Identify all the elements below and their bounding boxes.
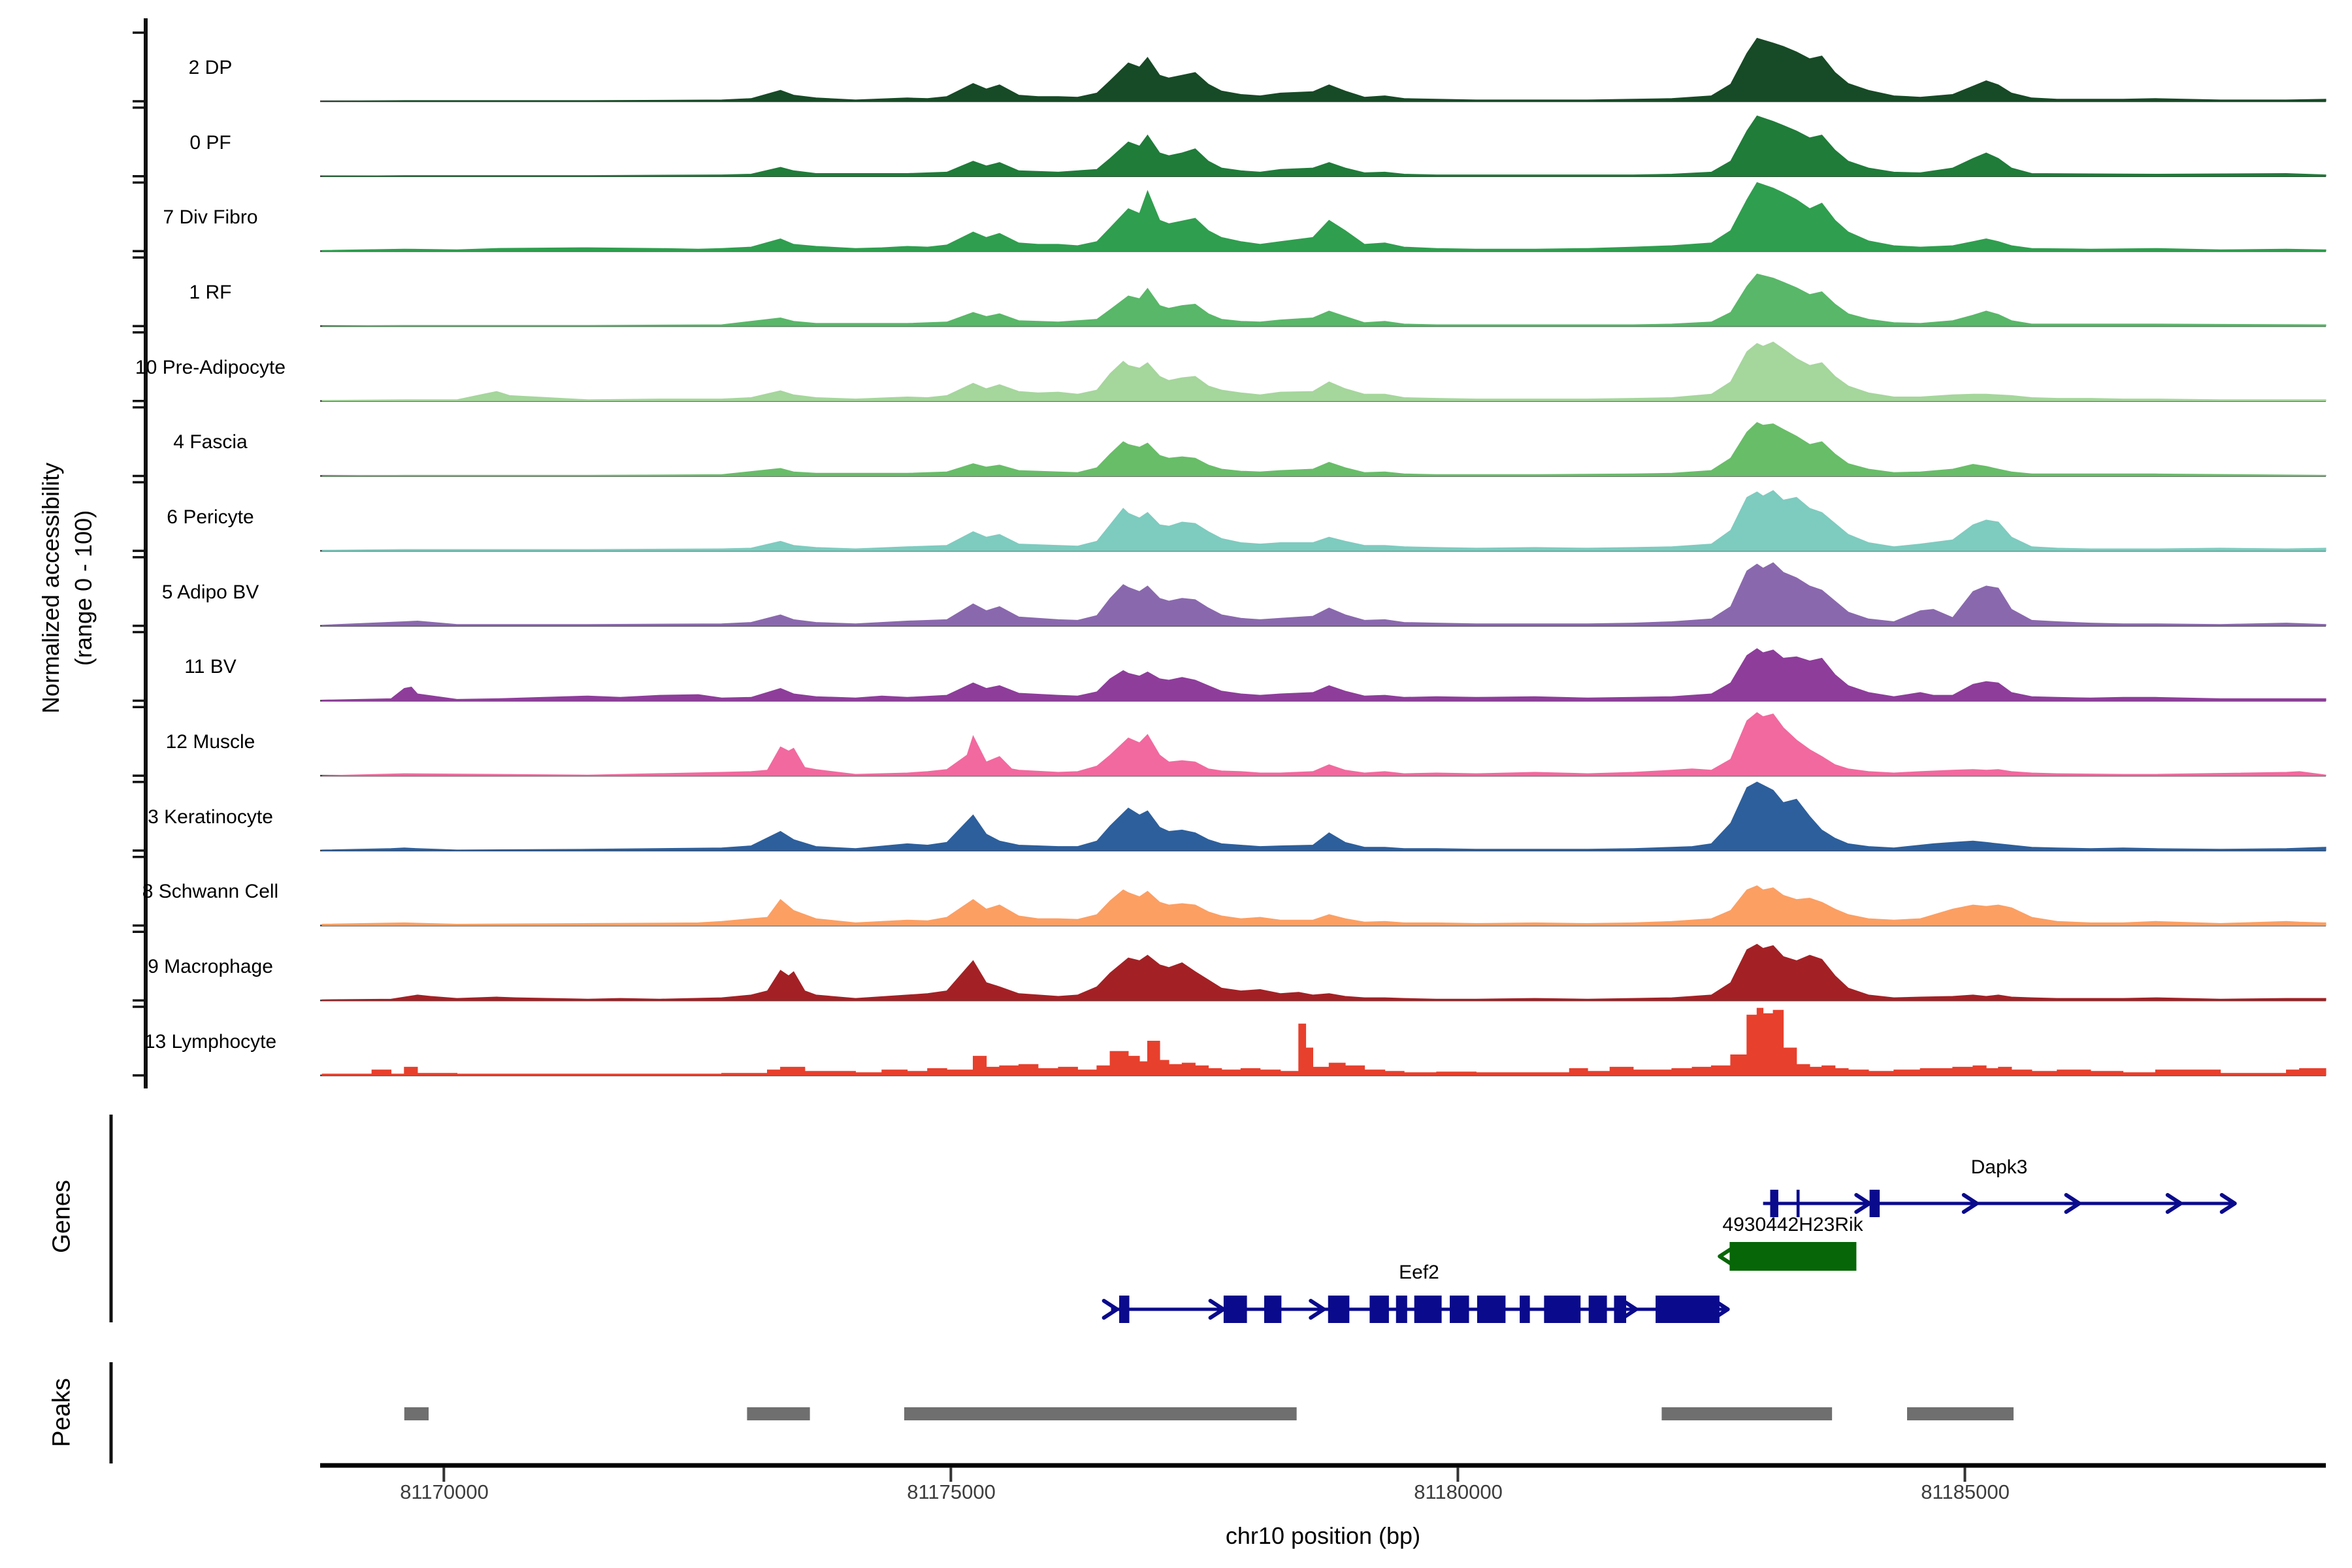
gene-exon-thin: [1796, 1190, 1800, 1217]
signal-area-2-dp: [322, 37, 2327, 102]
strand-arrow-icon: [1961, 1193, 1979, 1214]
peak-bar: [404, 1407, 429, 1420]
x-tick-label-81175000: 81175000: [907, 1480, 996, 1503]
gene-exon: [1223, 1296, 1247, 1323]
gene-exon: [1369, 1296, 1389, 1323]
x-tick-label-81170000: 81170000: [400, 1480, 489, 1503]
gene-exon: [1869, 1190, 1880, 1217]
strand-arrow-icon: [1309, 1299, 1326, 1320]
gene-exon: [1656, 1296, 1720, 1323]
gene-exon: [1264, 1296, 1282, 1323]
gene-exon: [1396, 1296, 1407, 1323]
signal-area-5-adipo-bv: [321, 562, 2327, 627]
strand-arrow-icon: [2064, 1193, 2082, 1214]
gene-exon: [1544, 1296, 1581, 1323]
y-axis-bar: [144, 18, 148, 1088]
track-label-0-pf: 0 PF: [189, 132, 231, 154]
signal-area-7-div-fibro: [321, 182, 2327, 252]
signal-area-11-bv: [321, 648, 2327, 701]
gene-label-dapk3: Dapk3: [1970, 1156, 2028, 1178]
gene-exon: [1520, 1296, 1530, 1323]
gene-exon: [1477, 1296, 1506, 1323]
track-label-5-adipo-bv: 5 Adipo BV: [161, 581, 259, 603]
track-label-9-macrophage: 9 Macrophage: [148, 956, 273, 977]
track-label-8-schwann-cell: 8 Schwann Cell: [142, 881, 279, 902]
peak-bar: [904, 1407, 1297, 1420]
strand-arrow-icon: [1718, 1246, 1735, 1267]
gene-exon: [1770, 1190, 1778, 1217]
gene-exon: [1328, 1296, 1350, 1323]
strand-arrow-icon: [1102, 1299, 1119, 1320]
strand-arrow-icon: [2219, 1193, 2237, 1214]
track-label-13-lymphocyte: 13 Lymphocyte: [144, 1031, 277, 1053]
signal-area-3-keratinocyte: [321, 781, 2327, 851]
signal-area-9-macrophage: [321, 943, 2327, 1001]
peak-bar: [747, 1407, 810, 1420]
peaks-section-label: Peaks: [48, 1378, 76, 1447]
signal-area-0-pf: [322, 115, 2327, 177]
strand-arrow-icon: [1854, 1193, 1872, 1214]
x-axis-title: chr10 position (bp): [1225, 1522, 1421, 1549]
track-label-11-bv: 11 BV: [184, 656, 237, 678]
track-label-7-div-fibro: 7 Div Fibro: [163, 206, 258, 228]
x-tick-label-81180000: 81180000: [1414, 1480, 1503, 1503]
gene-label-eef2: Eef2: [1399, 1262, 1439, 1283]
peak-bar: [1661, 1407, 1833, 1420]
signal-area-13-lymphocyte: [321, 1007, 2327, 1076]
gene-exon: [1450, 1296, 1469, 1323]
track-label-4-fascia: 4 Fascia: [173, 431, 248, 453]
track-label-3-keratinocyte: 3 Keratinocyte: [148, 806, 273, 828]
signal-area-1-rf: [322, 273, 2327, 327]
signal-area-4-fascia: [322, 422, 2327, 476]
track-label-10-pre-adipocyte: 10 Pre-Adipocyte: [135, 357, 286, 378]
signal-area-10-pre-adipocyte: [321, 341, 2327, 402]
x-tick-label-81185000: 81185000: [1921, 1480, 2010, 1503]
gene-box: [1729, 1242, 1857, 1271]
signal-area-12-muscle: [322, 711, 2327, 776]
strand-arrow-icon: [2165, 1193, 2183, 1214]
gene-exon: [1414, 1296, 1442, 1323]
gene-label-4930442h23rik: 4930442H23Rik: [1722, 1214, 1863, 1235]
track-label-6-pericyte: 6 Pericyte: [167, 506, 254, 528]
gene-exon: [1588, 1296, 1607, 1323]
strand-arrow-icon: [1621, 1299, 1639, 1320]
gene-exon: [1119, 1296, 1130, 1323]
track-label-2-dp: 2 DP: [188, 57, 233, 78]
signal-area-6-pericyte: [321, 490, 2327, 551]
strand-arrow-icon: [1208, 1299, 1226, 1320]
signal-area-8-schwann-cell: [321, 885, 2327, 926]
gene-exon: [1614, 1296, 1627, 1323]
genes-section-label: Genes: [48, 1180, 76, 1253]
track-label-1-rf: 1 RF: [189, 282, 232, 303]
peak-bar: [1906, 1407, 2014, 1420]
track-label-12-muscle: 12 Muscle: [165, 731, 255, 753]
